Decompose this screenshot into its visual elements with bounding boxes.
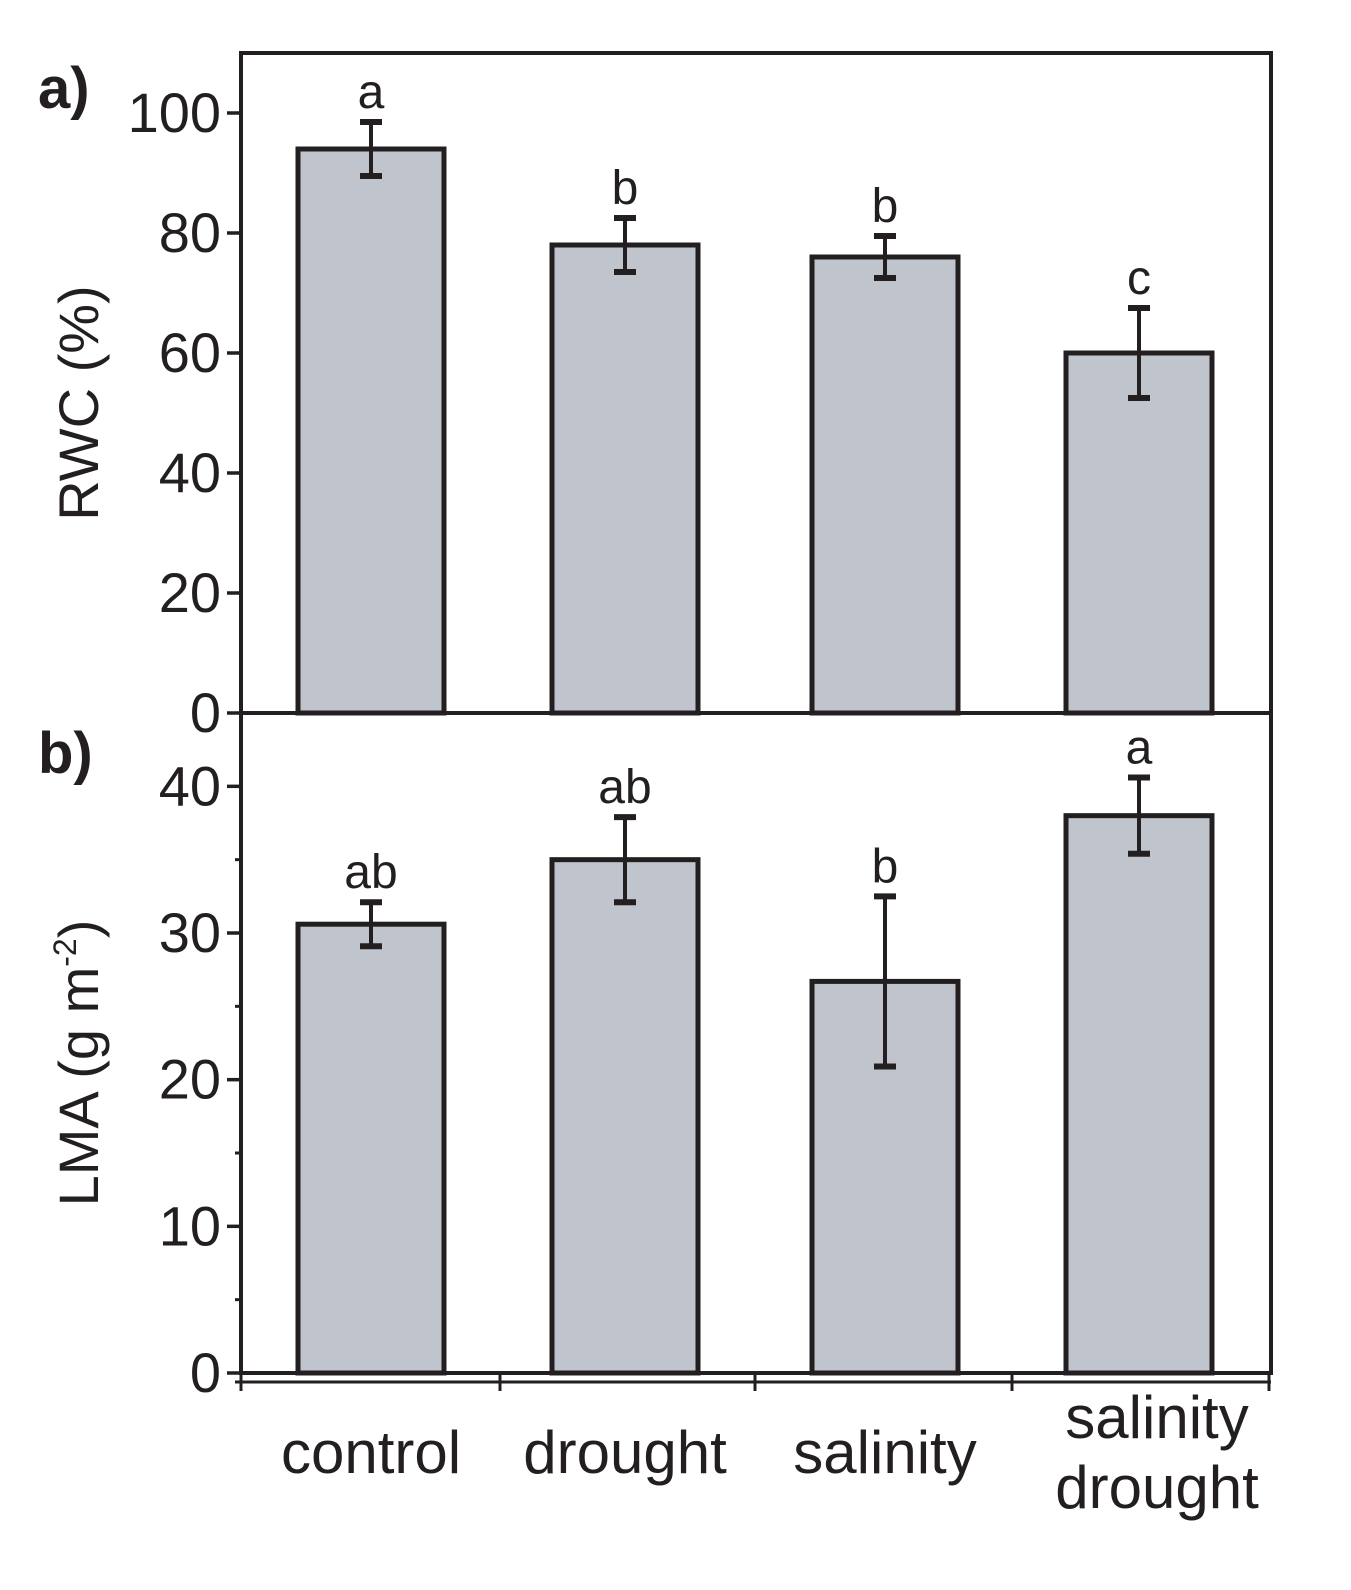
panel-label-b: b): [38, 721, 93, 786]
y-axis-title-b: LMA (g m-2): [47, 920, 110, 1207]
bar-a-0: [295, 146, 447, 716]
x-category-label: drought: [523, 1419, 727, 1486]
y-tick-label: 20: [159, 1048, 221, 1111]
panel-a-rwc: 0 20 40 60 80 100 a b b c a) RWC (%): [38, 51, 1273, 744]
significance-label-a-1: b: [612, 162, 639, 215]
error-bar-b-3: [1128, 774, 1150, 857]
panel-b-lma: 0 10 20 30 40 ab ab b a b) LMA (g m-2): [38, 711, 1273, 1404]
y-tick-label: 20: [159, 561, 221, 624]
y-tick-label: 0: [190, 681, 221, 744]
error-bar-a-2: [874, 233, 896, 281]
error-bar-b-2: [874, 893, 896, 1070]
error-bar-a-3: [1128, 305, 1150, 401]
y-tick-label: 100: [128, 81, 221, 144]
bar-a-3: [1063, 350, 1215, 716]
error-bar-b-1: [614, 814, 636, 906]
significance-label-a-0: a: [358, 66, 385, 119]
y-tick-label: 60: [159, 321, 221, 384]
y-axis-title-a: RWC (%): [47, 285, 110, 520]
significance-label-b-1: ab: [598, 761, 651, 814]
significance-label-a-2: b: [872, 180, 899, 233]
y-tick-label: 10: [159, 1194, 221, 1257]
error-bar-b-0: [360, 899, 382, 950]
y-tick-label: 40: [159, 754, 221, 817]
significance-label-b-3: a: [1126, 722, 1153, 775]
panel-b-frame: [239, 711, 1273, 1375]
bar-a-2: [809, 254, 961, 716]
significance-label-b-0: ab: [344, 846, 397, 899]
panel-label-a: a): [38, 56, 90, 121]
x-category-label: control: [281, 1419, 461, 1486]
significance-label-b-2: b: [872, 840, 899, 893]
significance-label-a-3: c: [1127, 252, 1151, 305]
bar-a-1: [549, 242, 701, 716]
bar-b-1: [549, 857, 701, 1376]
y-tick-label: 80: [159, 201, 221, 264]
x-category-label: drought: [1055, 1454, 1259, 1521]
x-category-label: salinity: [1065, 1384, 1248, 1451]
y-tick-label: 0: [190, 1341, 221, 1404]
y-tick-label: 40: [159, 441, 221, 504]
y-tick-label: 30: [159, 901, 221, 964]
error-bar-a-1: [614, 215, 636, 275]
bar-b-3: [1063, 813, 1215, 1376]
error-bar-a-0: [360, 119, 382, 179]
bar-b-0: [295, 921, 447, 1376]
x-category-label: salinity: [793, 1419, 976, 1486]
